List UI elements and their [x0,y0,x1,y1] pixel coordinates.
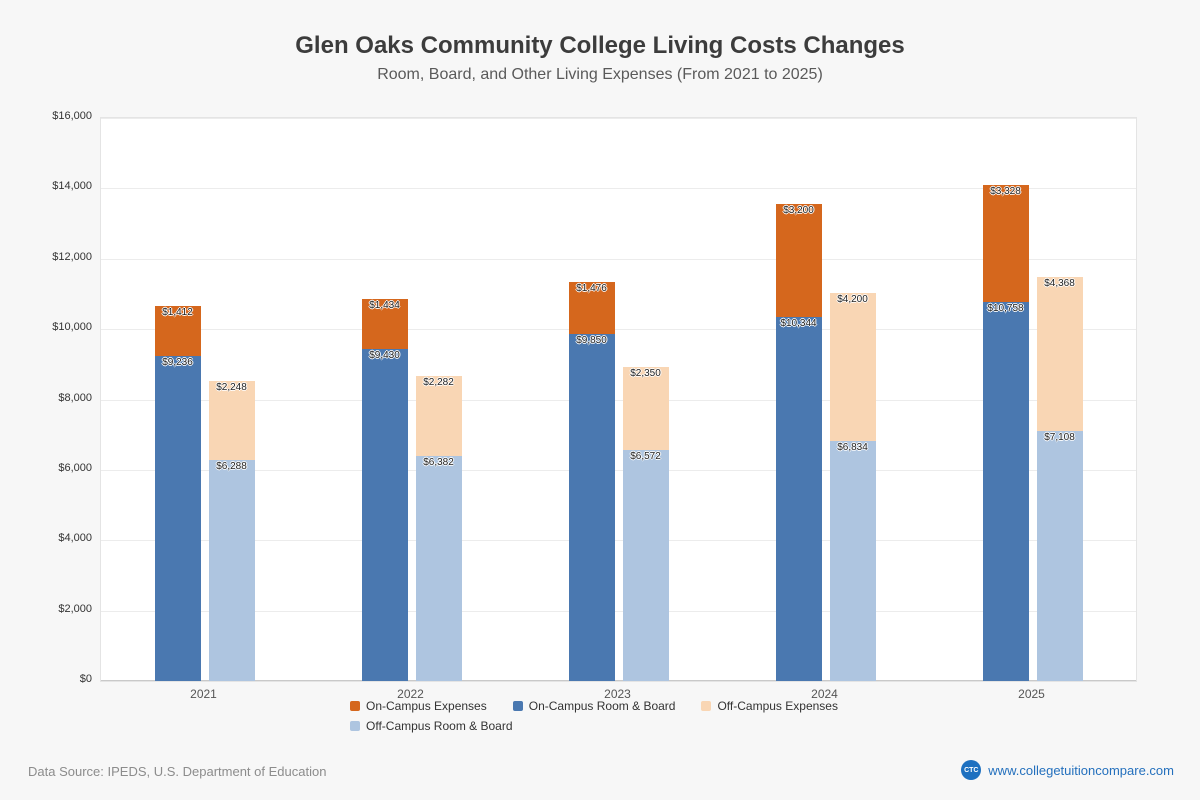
x-axis-label: 2021 [190,687,217,701]
bar-value-label: $2,282 [423,377,454,389]
x-axis-label: 2024 [811,687,838,701]
bar-value-label: $9,236 [162,357,193,368]
bar-segment-on-campus-2025[interactable] [982,302,1029,681]
legend-swatch [350,721,360,731]
legend-item[interactable]: On-Campus Expenses [350,699,487,713]
x-axis: 2021 2022 2023 2024 2025 [100,687,1135,705]
y-axis: $0 $2,000 $4,000 $6,000 $8,000 $10,000 $12,000… [0,110,92,685]
bar-segment-off-campus-2021[interactable] [208,459,255,681]
bar-segment-off-campus-2021[interactable] [208,380,255,460]
plot-area: $9,236 $1,412 $6,288 $2,248 $9,430 $1,434 $6,3… [100,117,1137,682]
bar-value-label: $1,476 [576,283,607,295]
x-axis-label: 2025 [1018,687,1045,701]
bar-value-label: $9,430 [369,350,400,362]
bar-segment-off-campus-2024[interactable] [829,440,876,681]
data-source-text: Data Source: IPEDS, U.S. Department of E… [28,764,327,779]
y-axis-tick-label: $6,000 [58,461,92,474]
y-axis-tick-label: $16,000 [52,110,92,122]
legend-item[interactable]: On-Campus Room & Board [512,699,676,713]
y-axis-tick-label: $8,000 [58,391,92,404]
bar-segment-on-campus-2024[interactable] [775,317,822,681]
bar-value-label: $6,572 [630,450,661,462]
x-axis-line [101,680,1136,681]
chart-title: Glen Oaks Community College Living Costs… [295,32,905,59]
bar-value-label: $7,108 [1044,431,1075,443]
gridline [101,329,1136,331]
bar-value-label: $1,434 [369,299,400,311]
legend-label: On-Campus Room & Board [528,699,676,713]
bar-value-label: $6,288 [216,460,247,472]
bar-segment-on-campus-2023[interactable] [568,282,615,335]
website-link[interactable]: CTC www.collegetuitioncompare.com [961,760,1174,780]
legend-box: On-Campus Expenses On-Campus Room & Board… [350,699,850,733]
bar-value-label: $10,758 [987,303,1024,315]
bar-value-label: $6,382 [423,457,454,469]
legend-swatch [701,701,712,711]
gridline [101,118,1136,119]
bar-segment-off-campus-2024[interactable] [829,292,876,441]
bar-segment-on-campus-2024[interactable] [775,204,822,318]
gridline [101,188,1136,190]
gridline [101,610,1136,612]
x-axis-label: 2022 [397,687,424,701]
y-axis-tick-label: $12,000 [52,250,92,263]
gridline [101,469,1136,471]
y-axis-tick-label: $2,000 [58,602,92,615]
bar-segment-on-campus-2021[interactable] [154,356,201,681]
bar-segment-off-campus-2025[interactable] [1036,430,1083,681]
bar-value-label: $9,850 [576,335,607,347]
bar-value-label: $4,368 [1044,278,1075,290]
y-axis-tick-label: $14,000 [52,180,92,193]
legend: On-Campus Expenses On-Campus Room & Board… [0,699,1200,733]
bar-value-label: $3,200 [783,205,814,217]
legend-swatch [512,701,523,711]
legend-label: Off-Campus Room & Board [366,719,513,733]
bar-segment-on-campus-2021[interactable] [154,306,201,357]
x-axis-label: 2023 [604,687,631,701]
bar-segment-off-campus-2023[interactable] [622,367,669,450]
gridline [101,399,1136,401]
bar-segment-on-campus-2025[interactable] [982,185,1029,303]
bar-segment-off-campus-2022[interactable] [415,456,462,681]
bar-value-label: $4,200 [837,293,868,305]
chart-subtitle: Room, Board, and Other Living Expenses (… [377,66,823,83]
bar-segment-on-campus-2022[interactable] [361,349,408,681]
bar-value-label: $2,350 [630,368,661,380]
ctc-logo-icon: CTC [961,760,982,780]
website-url: www.collegetuitioncompare.com [988,762,1174,778]
legend-swatch [350,701,360,711]
bar-value-label: $6,834 [837,441,868,453]
bar-segment-on-campus-2022[interactable] [361,298,408,350]
bar-segment-on-campus-2023[interactable] [568,334,615,681]
y-axis-tick-label: $4,000 [58,532,92,545]
legend-item[interactable]: Off-Campus Room & Board [350,719,513,733]
legend-label: Off-Campus Expenses [717,699,838,713]
legend-item[interactable]: Off-Campus Expenses [701,699,838,713]
legend-label: On-Campus Expenses [366,699,487,713]
gridline [101,540,1136,542]
gridline [101,258,1136,260]
y-axis-tick-label: $10,000 [52,321,92,334]
bar-value-label: $2,248 [216,381,247,393]
bar-value-label: $3,328 [990,186,1021,198]
bar-segment-off-campus-2023[interactable] [622,449,669,681]
y-axis-tick-label: $0 [79,673,92,685]
bar-segment-off-campus-2022[interactable] [415,376,462,457]
bar-segment-off-campus-2025[interactable] [1036,277,1083,431]
bar-value-label: $10,344 [780,318,817,330]
bar-value-label: $1,412 [162,307,193,319]
